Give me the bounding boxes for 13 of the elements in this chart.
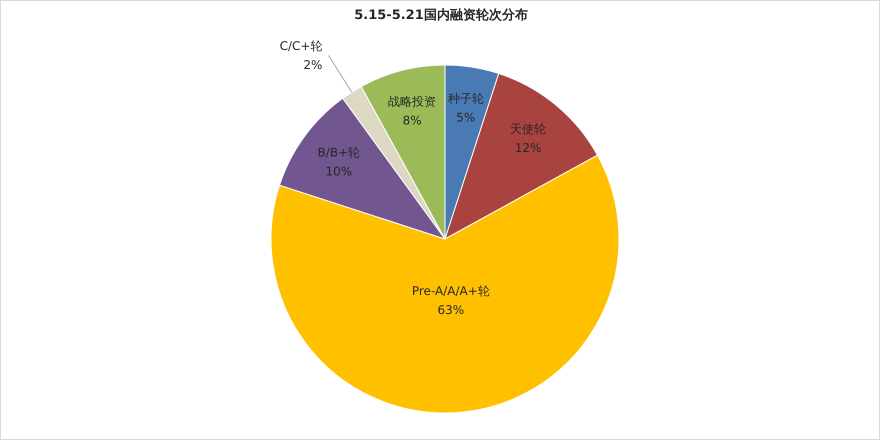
data-label: 12%: [514, 141, 542, 156]
data-label: 2%: [303, 58, 322, 72]
data-label: 10%: [326, 164, 352, 178]
slice-label: B/B+轮: [318, 145, 360, 160]
slice-label: 种子轮: [448, 91, 484, 106]
slice-label: C/C+轮: [280, 38, 322, 53]
data-label: 63%: [437, 303, 464, 318]
data-label: 8%: [402, 114, 422, 128]
slice-label: 天使轮: [510, 122, 546, 136]
slice-label: 战略投资: [388, 94, 436, 109]
data-label: 5%: [456, 110, 476, 124]
chart-title: 5.15-5.21国内融资轮次分布: [353, 7, 529, 25]
slice-label: Pre-A/A/A+轮: [412, 284, 490, 298]
